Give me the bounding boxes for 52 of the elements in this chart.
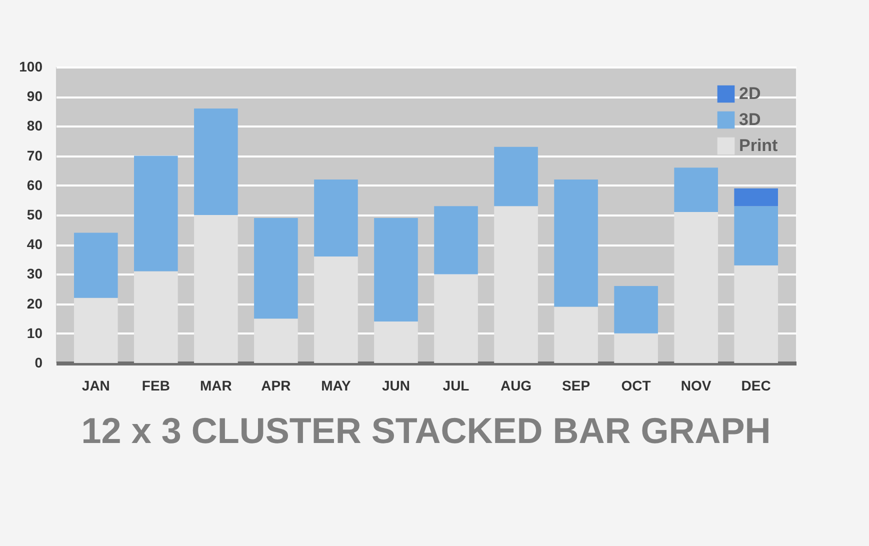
bar bbox=[614, 333, 658, 363]
bar bbox=[134, 271, 178, 363]
y-tick-label: 0 bbox=[34, 354, 43, 370]
y-tick-label: 80 bbox=[26, 118, 43, 134]
x-tick-label: SEP bbox=[562, 378, 590, 394]
x-tick-label: AUG bbox=[500, 378, 532, 394]
bar bbox=[554, 306, 598, 363]
x-tick-label: JUN bbox=[382, 378, 410, 394]
bar bbox=[734, 206, 778, 266]
bar bbox=[434, 206, 478, 274]
bar bbox=[734, 188, 778, 206]
x-tick-label: APR bbox=[261, 378, 291, 394]
bar bbox=[374, 322, 418, 363]
y-tick-label: 70 bbox=[26, 147, 43, 164]
bar bbox=[434, 274, 478, 363]
bar bbox=[254, 218, 298, 319]
bar bbox=[614, 286, 658, 334]
x-tick-label: JUL bbox=[442, 378, 470, 394]
legend-label: 2D bbox=[739, 84, 761, 103]
y-tick-label: 90 bbox=[26, 88, 43, 104]
bar bbox=[674, 212, 718, 363]
bar bbox=[134, 156, 178, 272]
bar bbox=[194, 108, 238, 215]
bar bbox=[314, 179, 358, 256]
bar bbox=[314, 256, 358, 363]
bar bbox=[674, 168, 718, 212]
bar bbox=[74, 298, 118, 363]
x-tick-label: DEC bbox=[741, 378, 771, 394]
y-tick-label: 60 bbox=[26, 176, 43, 193]
bar bbox=[194, 215, 238, 363]
y-tick-label: 40 bbox=[26, 236, 43, 252]
bar bbox=[74, 232, 118, 298]
legend-label: 3D bbox=[739, 110, 761, 129]
y-tick-label: 100 bbox=[19, 58, 43, 74]
bar bbox=[734, 265, 778, 363]
bar bbox=[374, 218, 418, 322]
y-tick-label: 50 bbox=[26, 206, 43, 222]
x-tick-label: OCT bbox=[621, 378, 652, 394]
x-tick-label: MAR bbox=[200, 378, 232, 394]
x-tick-label: JAN bbox=[82, 378, 110, 394]
bar bbox=[254, 318, 298, 363]
y-tick-label: 10 bbox=[26, 324, 43, 341]
y-tick-label: 30 bbox=[26, 266, 43, 282]
bar bbox=[554, 179, 598, 307]
legend-label: Print bbox=[739, 136, 778, 155]
x-tick-label: NOV bbox=[680, 378, 712, 394]
text: 12 x 3 CLUSTER STACKED BAR GRAPH bbox=[81, 410, 771, 451]
y-tick-label: 20 bbox=[26, 295, 43, 312]
bar bbox=[494, 146, 538, 206]
bar bbox=[494, 206, 538, 363]
x-tick-label: MAY bbox=[321, 378, 352, 394]
x-tick-label: FEB bbox=[142, 378, 170, 394]
